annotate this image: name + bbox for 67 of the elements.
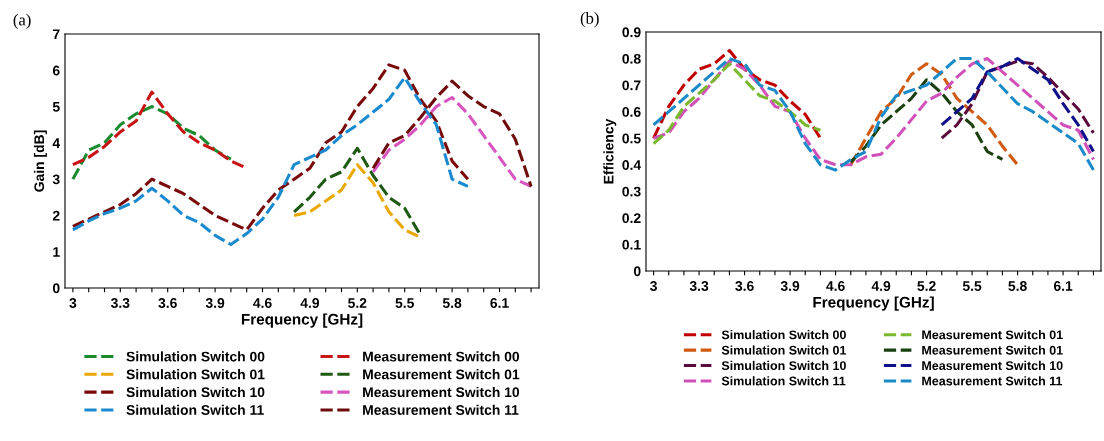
legend-label: Measurement Switch 10 <box>922 360 1063 371</box>
legend-label: Measurement Switch 01 <box>363 369 520 380</box>
x-tick-label: 5.2 <box>348 298 367 308</box>
y-axis-title: Gain [dB] <box>33 130 47 192</box>
y-tick-label: 0.9 <box>622 27 641 38</box>
x-tick-label: 5.2 <box>917 281 936 291</box>
x-tick-label: 3.3 <box>689 281 709 291</box>
legend-label: Simulation Switch 01 <box>126 369 265 380</box>
legend-label: Measurement Switch 01 <box>922 345 1063 355</box>
line-series <box>71 105 233 181</box>
x-tick-label: 4.6 <box>826 281 845 291</box>
chart-title: (b) <box>580 12 599 28</box>
legend-label: Simulation Switch 10 <box>126 386 265 398</box>
x-tick-label: 5.5 <box>395 298 414 308</box>
x-tick-label: 4.9 <box>871 281 891 291</box>
legend-label: Simulation Switch 11 <box>126 404 264 415</box>
x-axis-title: Frequency [GHz] <box>241 313 363 328</box>
legend-label: Simulation Switch 00 <box>721 330 846 340</box>
legend-label: Measurement Switch 11 <box>363 404 519 415</box>
chart-title: (a) <box>13 13 31 29</box>
y-tick-label: 0 <box>52 283 60 294</box>
legend-label: Simulation Switch 10 <box>721 360 846 371</box>
y-tick-label: 0.7 <box>622 80 641 91</box>
x-tick-label: 5.8 <box>1008 281 1027 291</box>
y-tick-label: 3 <box>52 174 60 185</box>
y-tick-label: 1 <box>53 247 60 257</box>
legend-label: Simulation Switch 01 <box>721 345 847 355</box>
line-series <box>652 49 822 140</box>
y-tick-label: 6 <box>52 65 60 76</box>
x-tick-label: 6.1 <box>490 298 509 308</box>
x-tick-label: 5.8 <box>442 298 462 308</box>
line-series <box>940 59 1095 140</box>
line-series <box>849 62 1020 167</box>
line-series <box>849 78 1004 164</box>
x-tick-label: 3.6 <box>158 298 177 308</box>
y-tick-label: 0 <box>633 266 641 277</box>
y-tick-label: 0.1 <box>622 239 641 250</box>
x-tick-label: 3 <box>650 281 657 291</box>
y-tick-label: 0.8 <box>622 53 641 64</box>
line-series <box>652 62 822 146</box>
y-tick-label: 7 <box>53 29 60 40</box>
y-tick-label: 4 <box>52 138 61 148</box>
x-tick-label: 4.9 <box>300 298 320 308</box>
y-tick-label: 0.2 <box>622 213 641 224</box>
legend-label: Simulation Switch 11 <box>721 376 846 386</box>
x-tick-label: 3 <box>69 298 77 308</box>
line-series <box>940 57 1095 154</box>
x-tick-label: 3.6 <box>735 281 754 291</box>
y-tick-label: 5 <box>52 102 60 112</box>
y-axis-title: Efficiency <box>603 118 617 184</box>
y-tick-label: 0.6 <box>622 107 641 117</box>
legend-label: Measurement Switch 11 <box>922 376 1063 386</box>
y-tick-label: 0.3 <box>622 186 641 197</box>
x-tick-label: 6.1 <box>1053 281 1073 291</box>
x-axis-title: Frequency [GHz] <box>813 296 934 311</box>
y-tick-label: 0.4 <box>622 160 642 170</box>
y-tick-label: 0.5 <box>622 133 641 144</box>
legend-label: Simulation Switch 00 <box>126 351 265 362</box>
x-tick-label: 3.9 <box>780 281 800 291</box>
x-tick-label: 3.9 <box>205 298 225 308</box>
x-tick-label: 4.6 <box>253 298 272 308</box>
legend-label: Measurement Switch 01 <box>922 330 1063 340</box>
y-tick-label: 2 <box>52 210 60 221</box>
x-tick-label: 3.3 <box>110 298 130 308</box>
legend-label: Measurement Switch 10 <box>363 386 520 398</box>
x-tick-label: 5.5 <box>962 281 982 291</box>
legend-label: Measurement Switch 00 <box>363 351 520 362</box>
